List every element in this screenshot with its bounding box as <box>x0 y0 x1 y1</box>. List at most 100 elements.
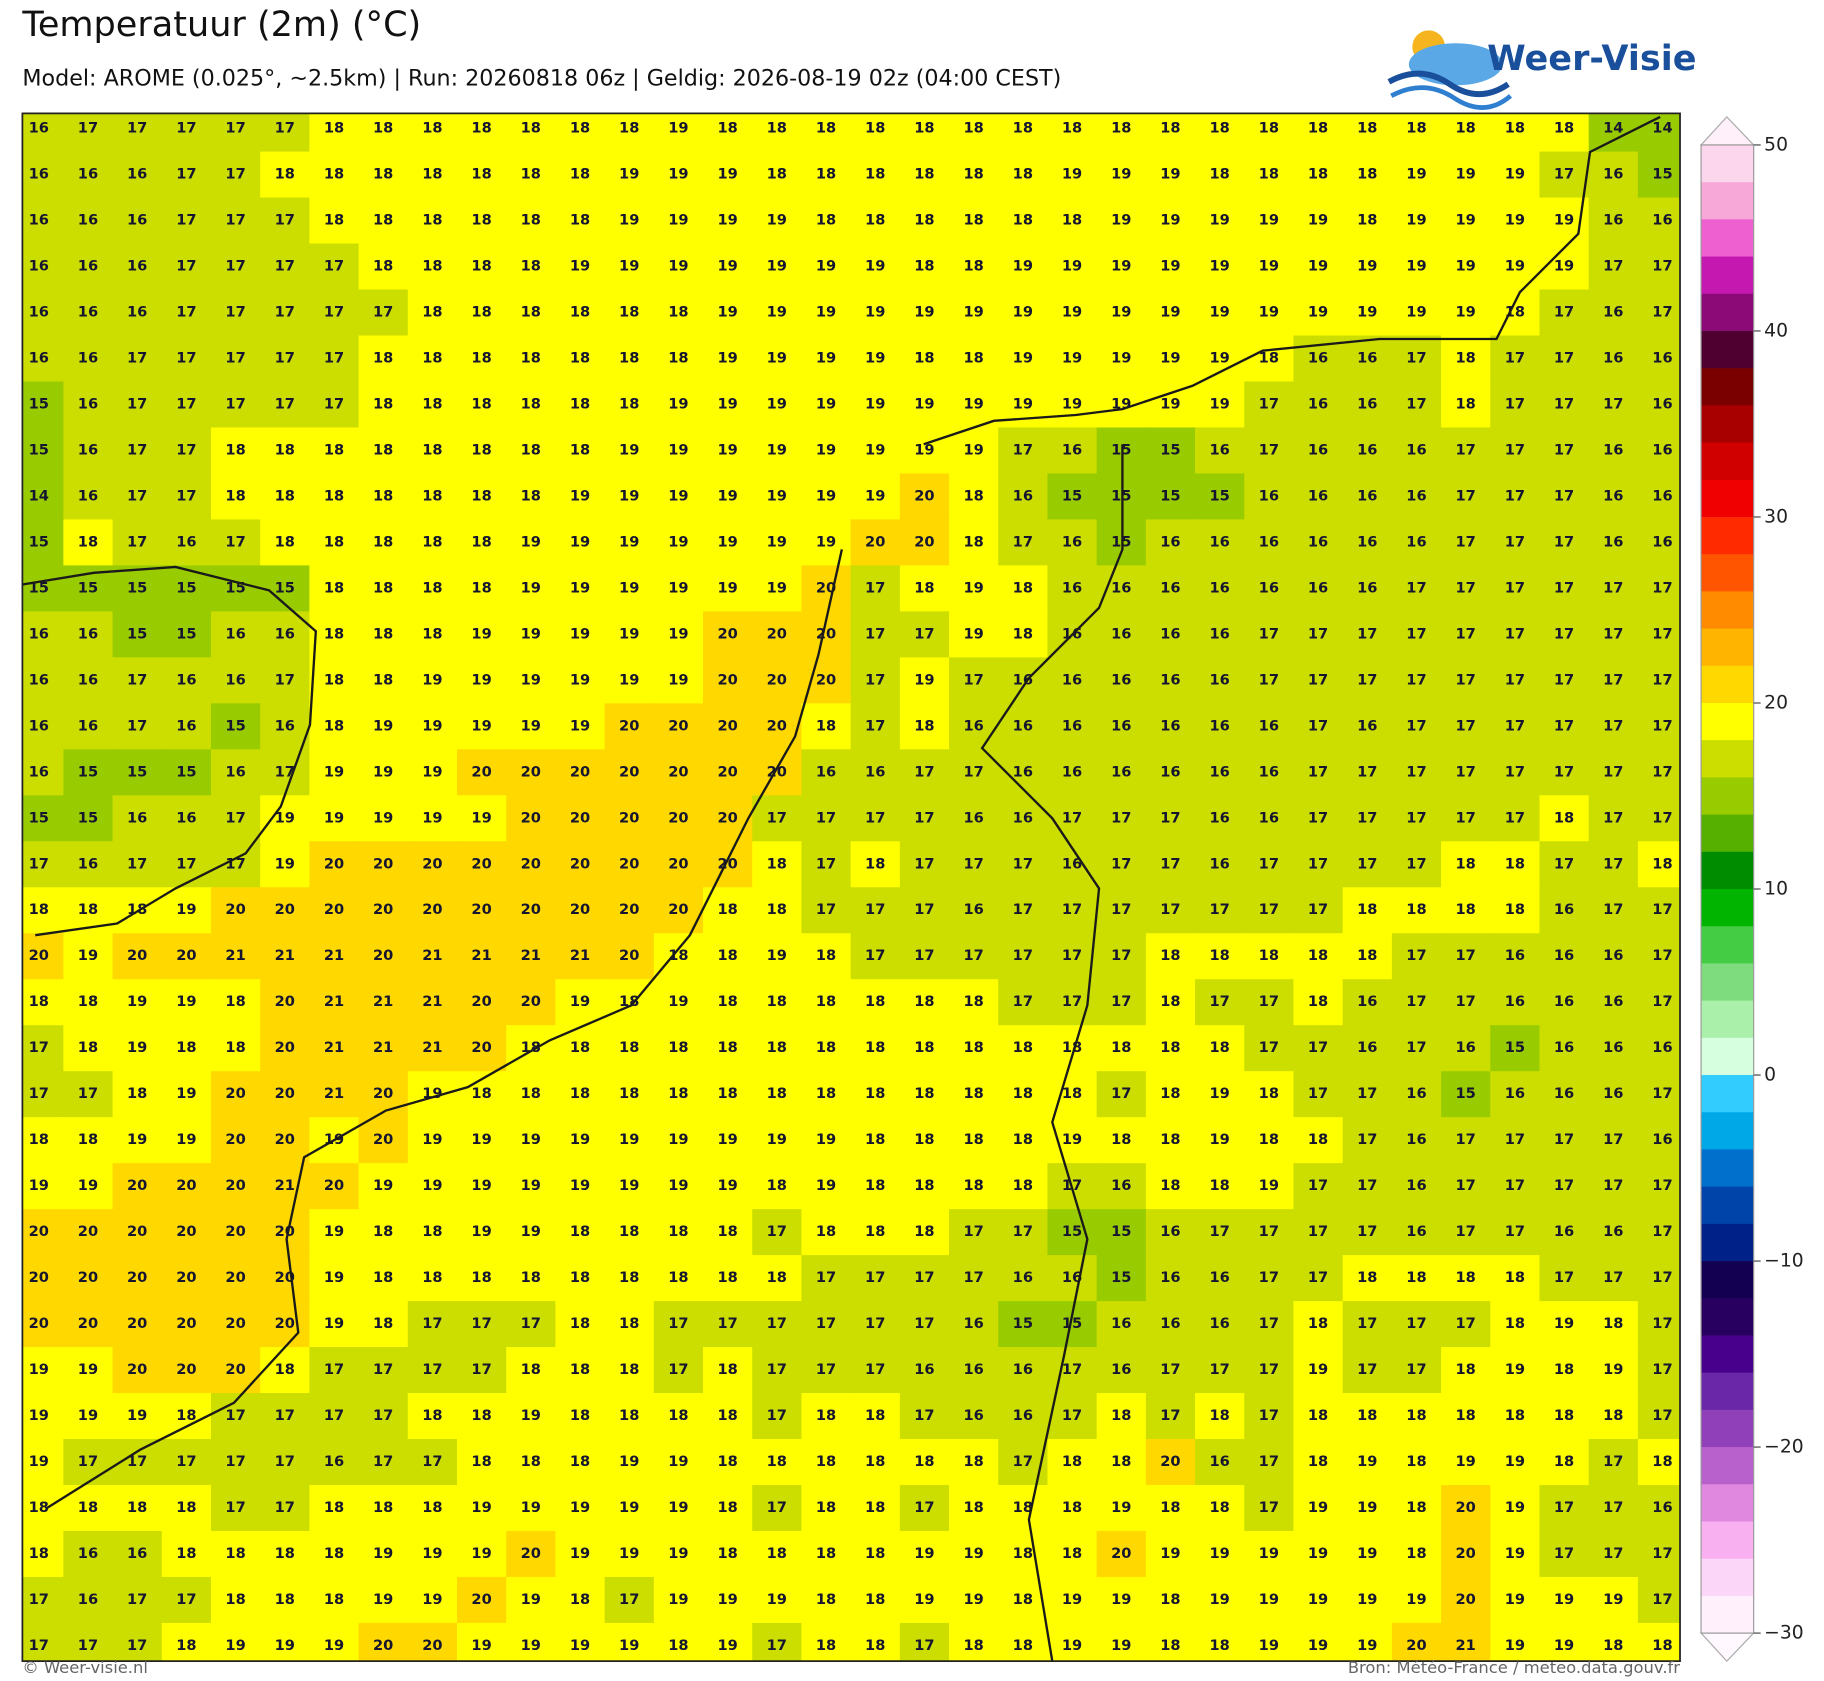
temperature-cell <box>407 749 458 797</box>
temperature-label: 18 <box>767 901 787 918</box>
temperature-label: 17 <box>176 1453 196 1470</box>
temperature-label: 19 <box>767 1131 787 1148</box>
temperature-cell <box>506 243 557 291</box>
colorbar-band <box>1701 405 1754 444</box>
temperature-cell <box>1293 1209 1344 1256</box>
temperature-label: 18 <box>570 1315 590 1332</box>
temperature-label: 17 <box>1160 901 1180 918</box>
temperature-cell <box>161 1393 212 1440</box>
temperature-label: 17 <box>1062 1361 1082 1378</box>
temperature-cell <box>1047 1117 1098 1164</box>
temperature-cell <box>456 1117 507 1164</box>
temperature-label: 17 <box>1456 1131 1476 1148</box>
temperature-cell <box>555 243 606 291</box>
temperature-label: 17 <box>1259 855 1279 872</box>
temperature-label: 19 <box>767 947 787 964</box>
temperature-cell <box>1096 795 1147 842</box>
temperature-cell <box>1441 1025 1491 1072</box>
temperature-label: 18 <box>1652 1453 1672 1470</box>
temperature-cell <box>1293 841 1344 888</box>
temperature-label: 19 <box>767 349 787 366</box>
temperature-label: 19 <box>1603 1361 1623 1378</box>
temperature-label: 16 <box>275 625 295 642</box>
temperature-cell <box>63 1025 114 1072</box>
temperature-label: 17 <box>914 1315 934 1332</box>
temperature-label: 19 <box>1259 1545 1279 1562</box>
temperature-cell <box>1096 289 1147 337</box>
temperature-cell <box>161 427 212 475</box>
temperature-cell <box>1441 473 1491 521</box>
temperature-cell <box>407 1347 458 1394</box>
temperature-label: 17 <box>1259 671 1279 688</box>
temperature-label: 20 <box>422 1637 442 1654</box>
temperature-cell <box>555 1117 606 1164</box>
temperature-label: 20 <box>570 855 590 872</box>
temperature-label: 17 <box>1554 671 1574 688</box>
temperature-label: 16 <box>1062 717 1082 734</box>
temperature-label: 17 <box>914 625 934 642</box>
temperature-cell <box>1539 841 1590 888</box>
temperature-cell <box>1539 1025 1590 1072</box>
temperature-cell <box>752 381 803 429</box>
temperature-label: 18 <box>324 212 344 229</box>
temperature-cell <box>604 657 655 705</box>
temperature-label: 17 <box>1209 1361 1229 1378</box>
temperature-label: 19 <box>521 1177 541 1194</box>
temperature-label: 18 <box>1406 120 1426 137</box>
temperature-label: 17 <box>1456 671 1476 688</box>
temperature-label: 16 <box>78 855 98 872</box>
temperature-label: 20 <box>324 901 344 918</box>
temperature-label: 19 <box>1456 166 1476 183</box>
footer-right: Bron: Météo-France / meteo.data.gouv.fr <box>1348 1658 1680 1677</box>
temperature-label: 20 <box>275 1315 295 1332</box>
temperature-cell <box>949 113 999 153</box>
temperature-cell <box>161 841 212 888</box>
temperature-cell <box>703 1393 753 1440</box>
temperature-label: 17 <box>324 349 344 366</box>
temperature-label: 18 <box>275 1591 295 1608</box>
temperature-cell <box>112 749 163 797</box>
temperature-cell <box>801 1117 852 1164</box>
temperature-label: 18 <box>816 1407 836 1424</box>
temperature-label: 19 <box>127 1407 147 1424</box>
temperature-label: 15 <box>225 717 245 734</box>
temperature-cell <box>1096 1347 1147 1394</box>
temperature-cell <box>1490 979 1541 1026</box>
temperature-label: 18 <box>1406 1269 1426 1286</box>
temperature-cell <box>850 933 901 980</box>
temperature-cell <box>63 1117 114 1164</box>
temperature-cell <box>555 197 606 245</box>
temperature-cell <box>850 519 901 567</box>
temperature-cell <box>161 1622 212 1662</box>
temperature-label: 17 <box>1357 1131 1377 1148</box>
temperature-cell <box>1195 887 1245 934</box>
temperature-label: 19 <box>521 1131 541 1148</box>
temperature-cell <box>998 933 1049 980</box>
temperature-label: 19 <box>668 1131 688 1148</box>
temperature-label: 16 <box>176 533 196 550</box>
temperature-cell <box>1490 289 1541 337</box>
temperature-cell <box>1145 335 1196 383</box>
temperature-cell <box>309 611 360 659</box>
temperature-cell <box>1096 243 1147 291</box>
temperature-label: 16 <box>1160 579 1180 596</box>
temperature-cell <box>850 565 901 613</box>
temperature-cell <box>949 933 999 980</box>
temperature-cell <box>506 151 557 199</box>
temperature-cell <box>456 243 507 291</box>
temperature-cell <box>1588 151 1639 199</box>
temperature-label: 19 <box>668 166 688 183</box>
temperature-label: 17 <box>1652 717 1672 734</box>
temperature-label: 19 <box>767 304 787 321</box>
temperature-cell <box>653 1530 704 1578</box>
temperature-label: 21 <box>521 947 541 964</box>
temperature-cell <box>949 335 999 383</box>
temperature-cell <box>604 1347 655 1394</box>
temperature-cell <box>949 197 999 245</box>
temperature-cell <box>1342 1071 1393 1118</box>
temperature-cell <box>506 1025 557 1072</box>
temperature-cell <box>703 657 753 705</box>
temperature-cell <box>703 887 753 934</box>
temperature-cell <box>1342 243 1393 291</box>
temperature-label: 17 <box>127 1637 147 1654</box>
